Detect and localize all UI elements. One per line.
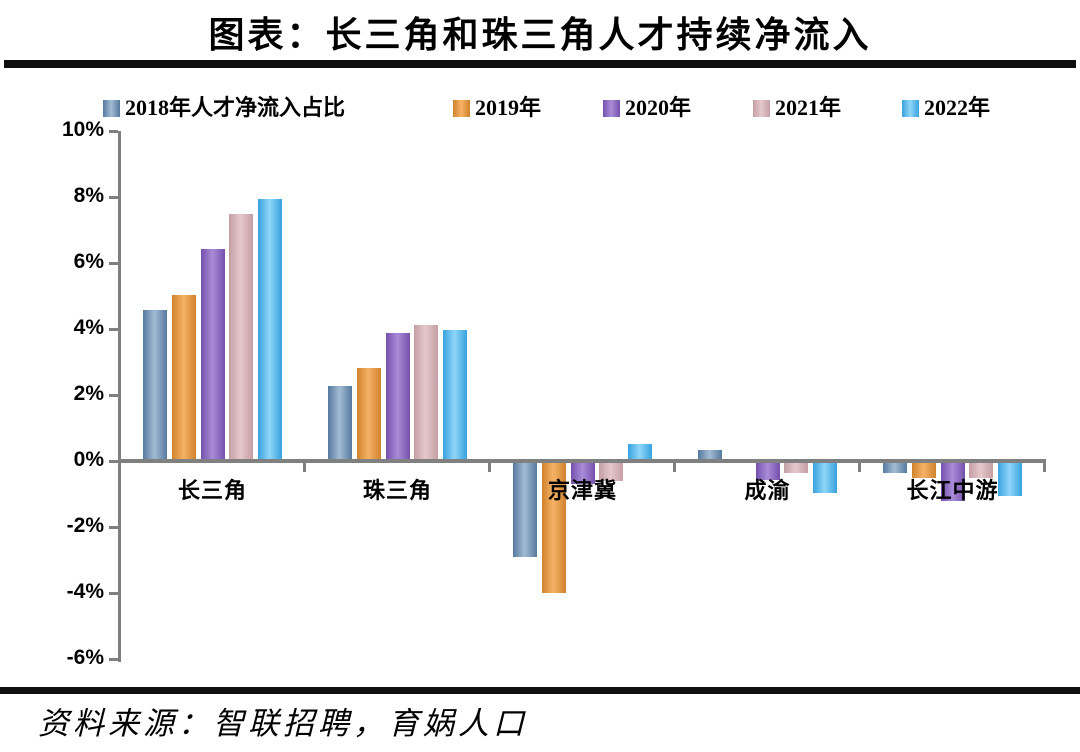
x-axis-zero-line — [118, 459, 1046, 463]
category-label: 京津冀 — [547, 478, 617, 503]
legend-label: 2019年 — [475, 95, 542, 120]
bar-2021年-成渝 — [784, 463, 809, 473]
y-axis-tick — [109, 328, 118, 331]
y-axis-tick-label: -6% — [66, 646, 104, 669]
bar-2020年-珠三角 — [385, 332, 410, 460]
category-label: 长三角 — [177, 478, 247, 503]
legend-swatch-icon — [753, 99, 770, 117]
legend-swatch-icon — [453, 99, 470, 117]
bar-2019年-京津冀 — [541, 463, 566, 594]
bar-2018年人才净流入占比-长江中游 — [882, 463, 907, 473]
x-axis-tick — [303, 463, 306, 472]
y-axis-tick-label: 10% — [61, 118, 104, 141]
footer-divider — [0, 687, 1080, 694]
legend-label: 2022年 — [924, 95, 991, 120]
x-axis-tick — [488, 463, 491, 472]
y-axis-tick-label: -2% — [66, 514, 104, 537]
legend-swatch-icon — [603, 99, 620, 117]
y-axis-tick-label: -4% — [66, 580, 104, 603]
y-axis-line — [118, 131, 121, 662]
page-title: 图表：长三角和珠三角人才持续净流入 — [208, 15, 872, 55]
bar-2020年-长江中游 — [940, 463, 965, 501]
bar-2018年人才净流入占比-长三角 — [142, 309, 167, 460]
bar-2022年-长江中游 — [998, 463, 1023, 496]
bar-2018年人才净流入占比-珠三角 — [327, 385, 352, 460]
bar-2018年人才净流入占比-成渝 — [697, 450, 722, 460]
x-axis-tick — [1043, 463, 1046, 472]
bar-2022年-成渝 — [813, 463, 838, 493]
legend-item: 2018年人才净流入占比 — [103, 96, 345, 120]
y-axis-tick — [109, 262, 118, 265]
bar-2021年-京津冀 — [599, 463, 624, 482]
bar-2022年-京津冀 — [628, 443, 653, 460]
legend-label: 2020年 — [625, 95, 692, 120]
y-axis-tick — [109, 196, 118, 199]
legend-item: 2019年 — [453, 96, 541, 120]
bar-2020年-长三角 — [200, 248, 225, 460]
legend-item: 2022年 — [902, 96, 990, 120]
legend-item: 2020年 — [603, 96, 691, 120]
x-axis-tick — [858, 463, 861, 472]
source-text: 资料来源：智联招聘，育娲人口 — [38, 706, 528, 741]
y-axis-tick-label: 6% — [73, 250, 104, 273]
bar-2019年-长江中游 — [911, 463, 936, 478]
x-axis-tick — [673, 463, 676, 472]
bar-2020年-成渝 — [755, 463, 780, 480]
legend-item: 2021年 — [753, 96, 841, 120]
y-axis-tick — [109, 394, 118, 397]
category-label: 珠三角 — [362, 478, 432, 503]
bar-2020年-京津冀 — [570, 463, 595, 485]
bar-2021年-长三角 — [229, 214, 254, 460]
y-axis-tick — [109, 526, 118, 529]
bar-2022年-珠三角 — [443, 329, 468, 460]
y-axis-tick-label: 8% — [73, 184, 104, 207]
legend-label: 2021年 — [775, 95, 842, 120]
legend-swatch-icon — [103, 99, 120, 117]
y-axis-tick-label: 0% — [73, 448, 104, 471]
legend-label: 2018年人才净流入占比 — [125, 95, 346, 120]
title-divider — [4, 60, 1076, 68]
bar-2021年-珠三角 — [414, 324, 439, 460]
bar-2019年-珠三角 — [356, 367, 381, 460]
y-axis-tick — [109, 130, 118, 133]
category-label: 长江中游 — [906, 478, 999, 503]
bar-2019年-长三角 — [171, 295, 196, 460]
bar-2022年-长三角 — [258, 199, 283, 460]
y-axis-tick-label: 4% — [73, 316, 104, 339]
y-axis-tick — [109, 460, 118, 463]
y-axis-tick — [109, 592, 118, 595]
y-axis-tick — [109, 658, 118, 661]
y-axis-tick-label: 2% — [73, 382, 104, 405]
bar-2018年人才净流入占比-京津冀 — [512, 463, 537, 558]
category-label: 成渝 — [744, 478, 791, 503]
legend-swatch-icon — [902, 99, 919, 117]
bar-2021年-长江中游 — [969, 463, 994, 478]
